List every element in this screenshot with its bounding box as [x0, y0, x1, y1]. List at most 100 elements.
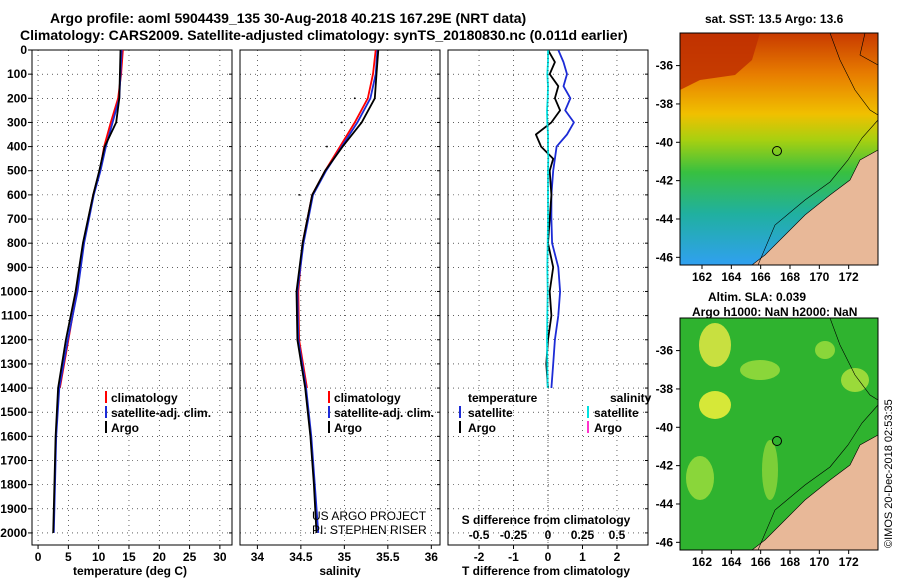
sla-blob	[841, 368, 869, 392]
sst-land	[751, 149, 878, 265]
depth-tick-label: 1600	[0, 429, 27, 443]
credit-line-2: PI: STEPHEN RISER	[312, 523, 427, 537]
sla-map	[680, 318, 878, 550]
depth-tick-label: 400	[7, 140, 27, 154]
s-tick-label: -0.25	[500, 528, 528, 542]
s-difference-title: S difference from climatology	[462, 513, 631, 527]
clim-range-dot	[340, 121, 343, 124]
sla-blob	[762, 440, 778, 500]
sla-blob	[815, 341, 835, 359]
series-line-argo	[295, 50, 380, 533]
depth-tick-label: 1700	[0, 453, 27, 467]
depth-tick-label: 1400	[0, 381, 27, 395]
clim-range-dot	[298, 193, 301, 196]
map-lon-label: 166	[751, 270, 771, 284]
imos-watermark: ©IMOS 20-Dec-2018 02:53:35	[883, 399, 895, 548]
x-tick-label: 10	[92, 550, 106, 564]
series-line-salinity-satellite	[546, 50, 550, 389]
depth-tick-label: 1100	[1, 309, 27, 323]
map-lat-label: -38	[656, 97, 674, 111]
sla-blob	[699, 391, 731, 419]
sla-isobath-2	[829, 318, 878, 401]
map-lon-label: 170	[809, 270, 829, 284]
map-lat-label: -46	[656, 535, 674, 549]
depth-tick-label: 1300	[0, 357, 27, 371]
x-tick-label: 0	[545, 550, 552, 564]
x-tick-label: 0	[35, 550, 42, 564]
legend-label-t-argo: Argo	[468, 421, 496, 435]
salinity-panel-frame	[239, 49, 441, 546]
depth-tick-label: 1800	[0, 478, 27, 492]
map-lon-label: 168	[780, 555, 800, 569]
x-tick-label: 1	[579, 550, 586, 564]
depth-tick-label: 700	[7, 212, 27, 226]
title-line-1: Argo profile: aoml 5904439_135 30-Aug-20…	[50, 10, 527, 26]
depth-tick-label: 800	[7, 236, 27, 250]
clim-range-dot	[353, 97, 356, 100]
title-line-2: Climatology: CARS2009. Satellite-adjuste…	[20, 27, 628, 43]
sla-map-frame	[679, 317, 879, 551]
temperature-panel-frame	[31, 49, 233, 546]
sst-warm-patch	[680, 33, 760, 90]
depth-tick-label: 200	[7, 91, 27, 105]
x-tick-label: 15	[122, 550, 136, 564]
map-lon-label: 172	[839, 270, 859, 284]
map-lat-label: -38	[656, 382, 674, 396]
sla-isobath	[757, 404, 878, 550]
s-tick-label: 0.5	[609, 528, 626, 542]
depth-tick-label: 2000	[0, 526, 27, 540]
map-lat-label: -42	[656, 459, 674, 473]
clim-range-dot	[311, 169, 314, 172]
salinity-legend: climatology satellite-adj. clim. Argo	[328, 391, 434, 435]
x-tick-label: -2	[474, 550, 485, 564]
depth-tick-label: 900	[7, 260, 27, 274]
x-tick-label: 34.5	[289, 550, 313, 564]
map-lon-label: 166	[751, 555, 771, 569]
depth-tick-label: 1000	[0, 284, 27, 298]
series-line-argo	[52, 50, 122, 533]
legend-salinity-header: salinity	[610, 391, 652, 405]
legend-label-s-satellite: satellite	[594, 406, 639, 420]
x-tick-label: 2	[614, 550, 621, 564]
map-lat-label: -46	[656, 250, 674, 264]
legend-label-satellite: satellite-adj. clim.	[111, 406, 211, 420]
temperature-legend: climatology satellite-adj. clim. Argo	[105, 391, 211, 435]
map-lat-label: -40	[656, 420, 674, 434]
map-lat-label: -36	[656, 59, 674, 73]
map-lon-label: 172	[839, 555, 859, 569]
sst-map	[680, 33, 878, 265]
map-lat-label: -44	[656, 212, 674, 226]
map-lon-label: 164	[721, 555, 741, 569]
sst-isobath-2	[829, 33, 878, 116]
sst-map-title: sat. SST: 13.5 Argo: 13.6	[705, 12, 844, 26]
map-lat-label: -42	[656, 174, 674, 188]
series-line-temperature-argo	[535, 50, 561, 389]
map-lon-label: 170	[809, 555, 829, 569]
sla-blob	[740, 360, 780, 380]
map-lat-label: -36	[656, 344, 674, 358]
depth-tick-label: 1200	[0, 333, 27, 347]
sst-isobath-3	[859, 33, 878, 66]
x-tick-label: 20	[153, 550, 167, 564]
x-tick-label: 36	[425, 550, 439, 564]
map-lon-label: 162	[692, 270, 712, 284]
depth-tick-label: 300	[7, 115, 27, 129]
map-lat-label: -40	[656, 135, 674, 149]
salinity-x-label: salinity	[319, 564, 361, 578]
sla-map-title-2: Argo h1000: NaN h2000: NaN	[692, 305, 858, 319]
x-tick-label: 34	[251, 550, 265, 564]
x-tick-label: 25	[183, 550, 197, 564]
map-lat-label: -44	[656, 497, 674, 511]
depth-tick-label: 0	[20, 43, 27, 57]
difference-x-label: T difference from climatology	[462, 564, 630, 578]
legend-label-argo: Argo	[334, 421, 362, 435]
depth-tick-label: 100	[7, 67, 27, 81]
depth-tick-label: 600	[7, 188, 27, 202]
series-line-temperature-satellite	[550, 50, 575, 389]
credit-line-1: US ARGO PROJECT	[312, 509, 427, 523]
sst-argo-location	[772, 146, 782, 156]
legend-label-climatology: climatology	[111, 391, 178, 405]
legend-label-t-satellite: satellite	[468, 406, 513, 420]
s-tick-label: 0.25	[571, 528, 595, 542]
